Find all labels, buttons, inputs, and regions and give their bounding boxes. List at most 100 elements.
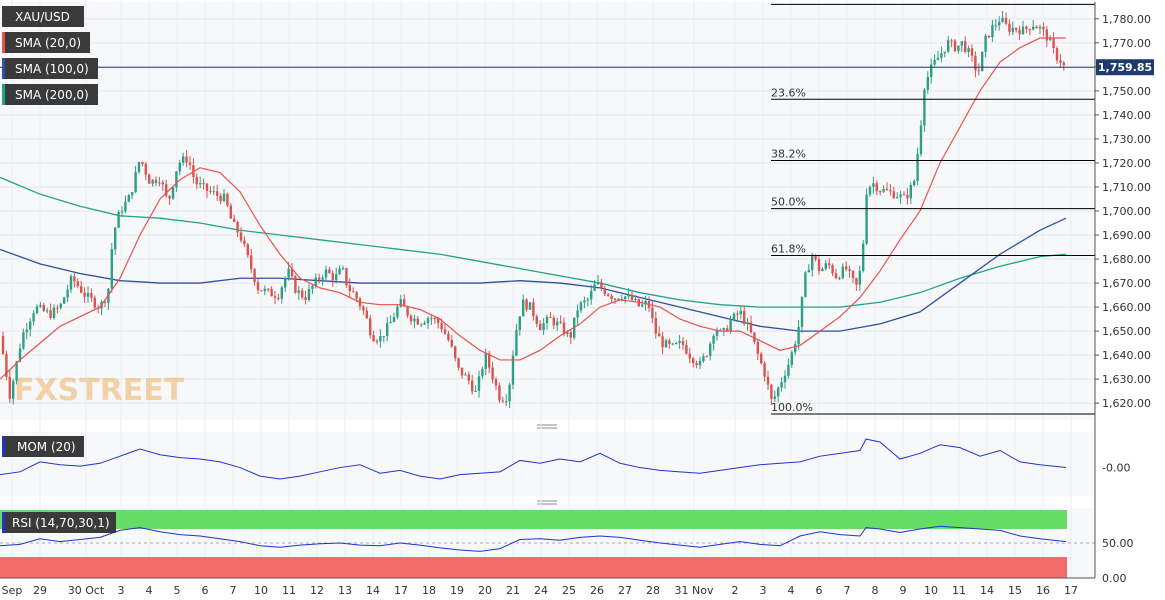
candle-body	[182, 156, 185, 163]
candle-body	[290, 268, 294, 277]
candle-body	[858, 270, 861, 285]
candle-body	[790, 352, 793, 365]
panel-resize-handle-1[interactable]	[537, 424, 557, 429]
candle-body	[753, 332, 756, 342]
x-tick-label: 12	[310, 584, 324, 597]
candle-body	[1035, 26, 1038, 29]
candle-body	[970, 48, 974, 56]
y-tick-label: 1,750.00	[1102, 85, 1151, 98]
y-tick-label: 1,780.00	[1102, 13, 1151, 26]
x-axis[interactable]: Sep 29 30 Oct 3 4 5 6 7 10 11 12 13 14 17 18 19 20 21 24 25…	[0, 577, 1095, 597]
candle-body	[375, 341, 379, 343]
candle-body	[267, 288, 270, 290]
candle-body	[644, 300, 647, 305]
x-tick-label: 2	[732, 584, 739, 597]
candle-body	[590, 290, 593, 300]
candle-body	[593, 284, 596, 291]
legend-item-sma100[interactable]: SMA (100,0)	[2, 58, 98, 79]
fibonacci-levels: 100.0% 61.8% 50.0% 38.2% 23.6%	[771, 3, 1095, 415]
legend-color-swatch	[2, 6, 5, 27]
candle-body	[641, 304, 644, 307]
candle-body	[236, 221, 239, 233]
candle-body	[1038, 26, 1042, 29]
legend-item-sma20[interactable]: SMA (20,0)	[2, 32, 90, 53]
candle-body	[134, 171, 137, 193]
candle-body	[318, 277, 321, 280]
candle-body	[32, 313, 35, 322]
candle-body	[1025, 26, 1028, 29]
y-tick-label: 1,640.00	[1102, 349, 1151, 362]
candle-body	[131, 192, 134, 196]
candle-body	[460, 367, 464, 376]
indicator-legend: XAU/USD SMA (20,0) SMA (100,0) SMA (200,0)	[2, 6, 98, 105]
candle-body	[743, 310, 746, 324]
candle-body	[454, 346, 457, 359]
candle-body	[579, 302, 583, 311]
candle-body	[382, 336, 385, 338]
candle-body	[430, 318, 433, 320]
candle-body	[287, 268, 290, 278]
candle-body	[522, 299, 525, 317]
x-tick-label: 10	[924, 584, 938, 597]
candle-body	[1004, 17, 1008, 24]
candle-body	[875, 183, 878, 192]
mom-label[interactable]: MOM (20)	[2, 436, 84, 457]
candle-body	[1042, 26, 1045, 30]
x-tick-label: 7	[844, 584, 851, 597]
candle-body	[501, 400, 504, 402]
candle-body	[804, 272, 807, 297]
candle-body	[817, 259, 821, 271]
candle-body	[63, 297, 66, 304]
candle-body	[906, 194, 909, 199]
candle-body	[828, 263, 831, 266]
candle-body	[1001, 17, 1004, 23]
rsi-overbought-band	[0, 510, 1067, 529]
candle-body	[158, 182, 161, 184]
sma-20-path	[0, 37, 1066, 380]
candle-body	[749, 322, 753, 333]
x-tick-label: 5	[174, 584, 181, 597]
candle-body	[634, 299, 637, 301]
candle-body	[783, 375, 787, 383]
candle-body	[739, 310, 742, 315]
candle-body	[627, 294, 630, 297]
candle-body	[695, 362, 698, 366]
y-axis[interactable]: 1,620.00 1,630.00 1,640.00 1,650.00 1,660.00…	[1094, 2, 1151, 585]
candle-body	[760, 353, 763, 364]
candle-body	[467, 374, 470, 381]
candle-body	[824, 263, 827, 270]
candle-body	[426, 318, 430, 324]
candle-body	[69, 276, 73, 290]
x-tick-label: 25	[562, 584, 576, 597]
rsi-label-text: RSI (14,70,30,1)	[12, 516, 110, 530]
y-tick-label: 1,630.00	[1102, 373, 1151, 386]
candle-body	[209, 190, 212, 192]
y-tick-label: 1,670.00	[1102, 277, 1151, 290]
candle-body	[494, 379, 498, 386]
x-tick-label: 3	[760, 584, 767, 597]
rsi-label[interactable]: RSI (14,70,30,1)	[2, 512, 116, 533]
candle-body	[205, 183, 209, 191]
candle-body	[447, 333, 450, 341]
candle-body	[178, 162, 181, 172]
candle-body	[811, 254, 814, 270]
candle-body	[141, 162, 144, 165]
candle-body	[559, 321, 562, 323]
candle-body	[841, 266, 844, 278]
x-tick-label: 15	[1008, 584, 1022, 597]
candle-body	[379, 336, 382, 342]
candle-body	[552, 317, 555, 326]
candle-body	[29, 321, 32, 330]
panel-resize-handle-2[interactable]	[537, 500, 557, 505]
legend-item-sma200[interactable]: SMA (200,0)	[2, 84, 98, 105]
candle-body	[936, 57, 940, 61]
rsi-path	[0, 525, 1067, 552]
candle-body	[848, 269, 851, 271]
legend-item-xau[interactable]: XAU/USD	[2, 6, 84, 27]
last-price-tag: 1,759.85	[1096, 59, 1154, 76]
rsi-oversold-band	[0, 557, 1067, 578]
fib-label: 50.0%	[771, 196, 806, 209]
mom-label-text: MOM (20)	[17, 440, 76, 454]
candle-body	[617, 298, 620, 300]
